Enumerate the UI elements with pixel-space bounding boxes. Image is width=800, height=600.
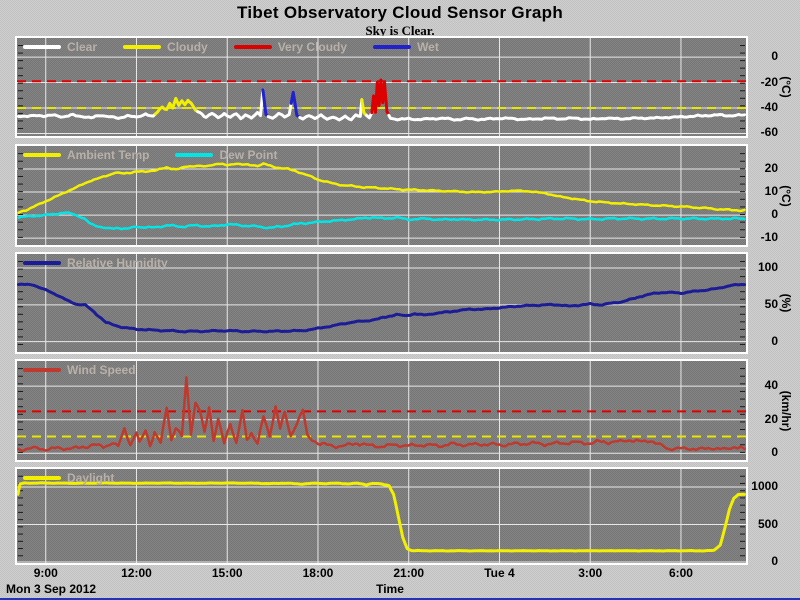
- series-line: [298, 98, 364, 122]
- series-line: [289, 90, 302, 119]
- legend-label: Relative Humidity: [67, 256, 168, 270]
- series-line: [16, 481, 746, 553]
- series-line: [17, 112, 157, 120]
- series-line: [387, 113, 746, 122]
- x-tick-label: 15:00: [211, 566, 243, 580]
- legend-swatch: [23, 261, 61, 265]
- series-line: [17, 282, 746, 334]
- y-tick-label: 20: [764, 161, 778, 176]
- bottom-strip: [0, 598, 800, 600]
- legend-label: Ambient Temp: [67, 148, 150, 162]
- y-tick-label: -60: [760, 125, 778, 140]
- x-tick-label: Tue 4: [484, 566, 515, 580]
- series-line: [196, 88, 265, 121]
- y-tick-label: -10: [760, 230, 778, 245]
- x-axis-title: Time: [376, 582, 404, 596]
- series-line: [17, 162, 746, 215]
- legend-swatch: [373, 45, 412, 49]
- legend-swatch: [23, 153, 61, 157]
- panel-wind: Wind Speed: [15, 359, 748, 462]
- legend-label: Very Cloudy: [277, 40, 348, 54]
- x-tick-label: 9:00: [33, 566, 58, 580]
- panel-humidity: Relative Humidity: [15, 252, 748, 354]
- legend-label: Clear: [67, 40, 98, 54]
- legend-label: Wind Speed: [67, 363, 136, 377]
- y-tick-label: 0: [771, 554, 778, 569]
- x-tick-label: 18:00: [302, 566, 334, 580]
- legend-label: Dew Point: [219, 148, 278, 162]
- daylight-plot: [15, 467, 748, 565]
- legend-swatch: [23, 368, 61, 372]
- y-tick-label: 10: [764, 184, 778, 199]
- x-tick-label: 3:00: [578, 566, 603, 580]
- legend-swatch: [233, 45, 272, 49]
- legend-label: Wet: [417, 40, 439, 54]
- y-axis-unit: (°C): [779, 76, 793, 98]
- series-line: [17, 211, 746, 231]
- legend-swatch: [175, 153, 214, 157]
- legend-swatch: [123, 45, 162, 49]
- y-tick-label: -40: [760, 100, 778, 114]
- legend-daylight: Daylight: [23, 471, 140, 485]
- page-title: Tibet Observatory Cloud Sensor Graph: [237, 3, 563, 22]
- y-tick-label: 0: [771, 445, 778, 460]
- y-tick-label: 20: [764, 411, 778, 426]
- panel-daylight: Daylight: [15, 467, 748, 565]
- legend-label: Cloudy: [167, 40, 208, 54]
- series-line: [364, 111, 374, 120]
- y-tick-label: 1000: [751, 479, 778, 493]
- sky-plot: [15, 36, 748, 138]
- x-tick-label: 12:00: [121, 566, 152, 580]
- legend-wind: Wind Speed: [23, 363, 162, 377]
- series-line: [153, 96, 200, 116]
- y-axis-unit: (°C): [779, 184, 793, 207]
- legend-humidity: Relative Humidity: [23, 256, 194, 270]
- series-line: [261, 88, 270, 119]
- y-tick-label: 40: [764, 378, 778, 393]
- panel-temperature: Ambient Temp Dew Point: [15, 144, 748, 247]
- legend-label: Daylight: [67, 471, 115, 485]
- x-tick-label: 21:00: [393, 566, 425, 580]
- series-line: [370, 78, 391, 117]
- panel-sky: Clear Cloudy Very Cloudy Wet: [15, 36, 748, 138]
- y-tick-label: 100: [757, 260, 778, 274]
- y-tick-label: 0: [771, 49, 778, 64]
- y-tick-label: 0: [771, 207, 778, 222]
- y-tick-label: 50: [764, 296, 778, 311]
- y-tick-label: 500: [757, 516, 778, 531]
- y-axis-unit: (km/hr): [779, 390, 793, 431]
- legend-sky: Clear Cloudy Very Cloudy Wet: [23, 40, 465, 54]
- series-line: [17, 376, 746, 453]
- y-axis-unit: (%): [779, 293, 793, 313]
- wind-plot: [15, 359, 748, 462]
- legend-swatch: [23, 45, 61, 49]
- humidity-plot: [15, 252, 748, 354]
- series-line: [266, 101, 293, 120]
- legend-temperature: Ambient Temp Dew Point: [23, 148, 303, 162]
- y-tick-label: 0: [771, 333, 778, 348]
- sky-status-text: Sky is Clear.: [365, 23, 435, 38]
- date-label: Mon 3 Sep 2012: [6, 582, 97, 596]
- x-tick-label: 6:00: [668, 566, 693, 580]
- legend-swatch: [23, 476, 61, 480]
- temperature-plot: [15, 144, 748, 247]
- y-tick-label: -20: [760, 74, 778, 89]
